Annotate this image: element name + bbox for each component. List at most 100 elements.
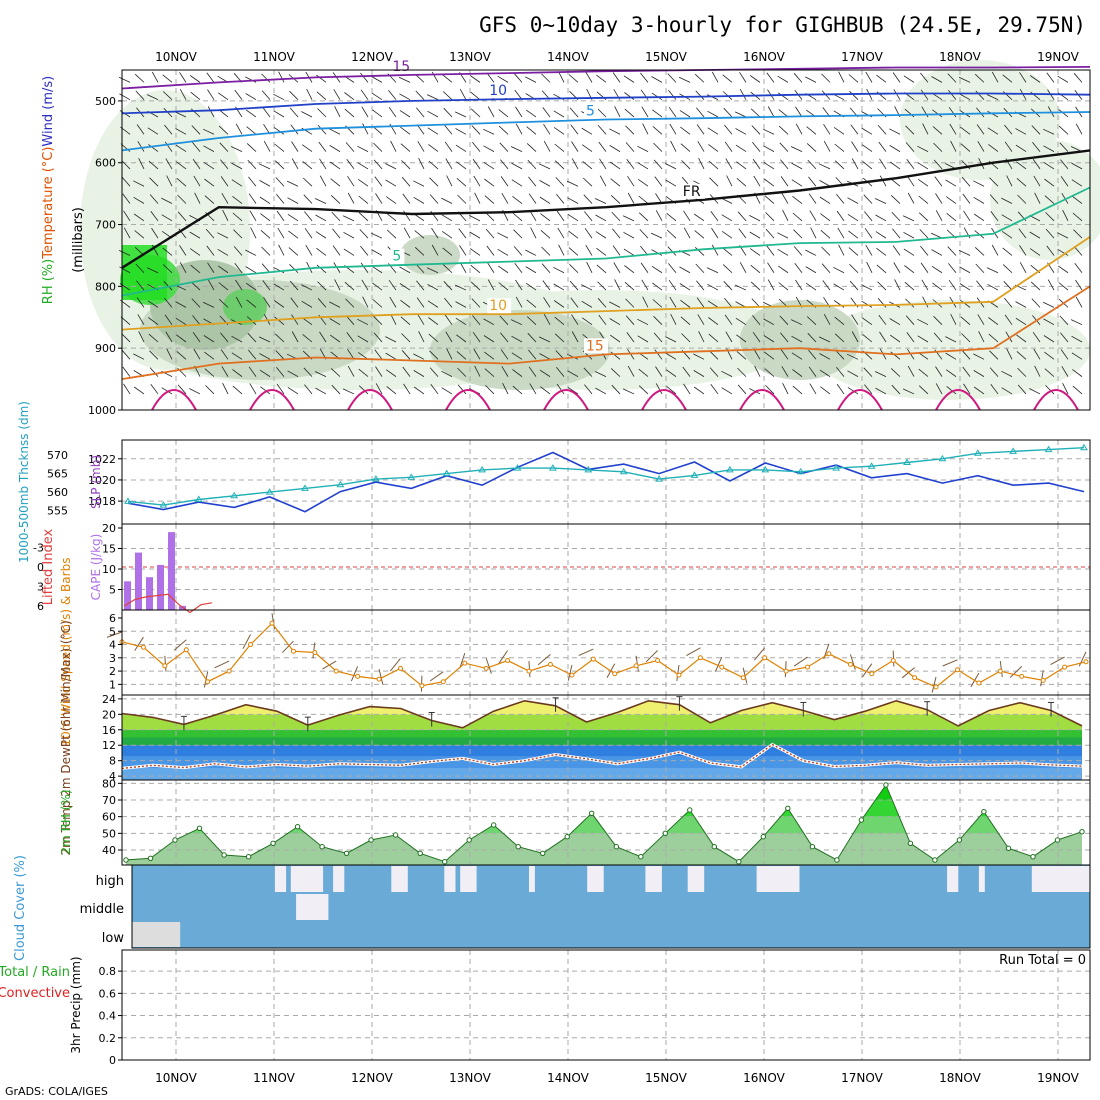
wind-barb-1025 xyxy=(864,384,873,395)
wind-barb-94 xyxy=(177,384,187,395)
wind-barb-260 xyxy=(301,300,313,308)
wind-barb-319 xyxy=(346,332,355,343)
wind10m-point-31 xyxy=(783,668,789,674)
wind-barb-768 xyxy=(683,210,691,222)
wind-barb-711 xyxy=(638,212,649,222)
wind-barb-252 xyxy=(302,161,313,170)
wind-barb-1200 xyxy=(1004,124,1013,135)
wind10m-point-23 xyxy=(612,671,618,677)
wind-barb-297 xyxy=(334,279,341,291)
wind-barb-1292 xyxy=(1073,73,1083,83)
surface-barb-38 xyxy=(931,676,937,693)
wind-barb-200 xyxy=(261,246,271,256)
surface-barb-39 xyxy=(942,659,958,667)
wind-barb-362 xyxy=(388,90,397,100)
wind-barb-1131 xyxy=(947,246,957,256)
wind-barb-274 xyxy=(315,214,327,222)
wind-barb-1035 xyxy=(875,231,887,239)
wind-barb-706 xyxy=(642,123,649,135)
wind10m-point-38 xyxy=(933,684,939,690)
cloud-low-6 xyxy=(163,922,170,947)
wind-barb-981 xyxy=(833,283,845,291)
wind-barb-613 xyxy=(571,158,579,170)
wind-barb-1100 xyxy=(918,368,929,377)
wind-barb-509 xyxy=(483,335,495,343)
wind-barb-265 xyxy=(304,384,313,395)
wind-barb-703 xyxy=(640,72,649,83)
wind-barb-238 xyxy=(288,247,299,256)
wind-barb-475 xyxy=(469,75,481,83)
wind-barb-606 xyxy=(556,367,565,377)
cape-bar-0 xyxy=(124,581,131,610)
rh2m-point-3 xyxy=(196,825,203,831)
wind-barb-1150 xyxy=(958,250,971,256)
wind-barb-346 xyxy=(373,142,383,152)
wind-barb-790 xyxy=(695,263,705,274)
wind-barb-1063 xyxy=(891,384,901,395)
cloud-high-31 xyxy=(296,866,302,892)
wind-barb-1091 xyxy=(918,212,929,222)
lifted-index-ylabel: Lifted Index xyxy=(41,528,56,605)
thickness-marker-27 xyxy=(1080,443,1088,451)
wind-barb-71 xyxy=(164,314,173,325)
wind-barb-811 xyxy=(707,300,719,308)
isotherm-0 xyxy=(121,66,1091,90)
slp-axis-tick-label-2: 1022 xyxy=(88,453,116,466)
thickness-marker-17 xyxy=(726,465,734,473)
wind-barb-438 xyxy=(442,91,453,100)
wind-barb-546 xyxy=(510,319,523,326)
wind-barb-525 xyxy=(498,282,509,291)
cloud-high-63 xyxy=(465,866,472,892)
wind-barb-959 xyxy=(820,229,831,239)
cloud-high-34 xyxy=(312,866,318,892)
wind-barb-1207 xyxy=(1002,247,1013,256)
wind-barb-270 xyxy=(318,141,327,152)
wind-barb-1084 xyxy=(920,89,929,100)
wind-barb-688 xyxy=(625,142,635,152)
wind-barb-450 xyxy=(444,297,453,308)
wind-barb-797 xyxy=(693,386,705,395)
wind-barb-919 xyxy=(792,195,803,204)
wind-barb-707 xyxy=(637,145,649,152)
wind-barb-11 xyxy=(119,266,131,274)
wind-barb-449 xyxy=(443,281,453,291)
wind-barb-1137 xyxy=(945,352,957,360)
wind-barb-840 xyxy=(735,144,747,152)
wind-barb-917 xyxy=(791,162,803,170)
isotherm-label-bg-3 xyxy=(680,183,705,199)
wind10m-point-12 xyxy=(376,676,382,682)
surface-barb-13 xyxy=(390,658,401,672)
wind-barb-249 xyxy=(301,111,313,118)
wind-barb-535 xyxy=(515,123,523,135)
wind-barb-365 xyxy=(390,140,397,152)
wind-barb-394 xyxy=(400,316,411,325)
wind-barb-715 xyxy=(641,279,649,291)
wind-barb-68 xyxy=(162,264,173,274)
wind-barb-551 xyxy=(525,76,537,83)
wind-barb-1071 xyxy=(907,192,915,204)
cape-axis-tick-label-3: 20 xyxy=(102,522,116,535)
wind-barb-1302 xyxy=(1073,246,1083,256)
wind-barb-503 xyxy=(485,228,495,239)
day-label-bottom-9: 19NOV xyxy=(1037,1071,1079,1085)
wind-barb-574 xyxy=(543,140,551,152)
wind-barb-398 xyxy=(403,383,411,395)
wind-barb-854 xyxy=(737,384,747,395)
wind10m-point-13 xyxy=(398,665,403,671)
wind-barb-115 xyxy=(207,89,215,100)
wind-barb-728 xyxy=(654,176,663,187)
wind-barb-54 xyxy=(149,350,159,360)
wind-barb-272 xyxy=(319,175,327,187)
precip-convective-label: Convective xyxy=(0,986,70,1001)
cloud-high-105 xyxy=(687,866,694,892)
rh2m-axis-tick-label-4: 80 xyxy=(102,777,116,790)
isotherm-label-6: 15 xyxy=(586,338,604,354)
wind-barb-432 xyxy=(428,317,439,326)
wind-barb-403 xyxy=(417,141,425,152)
wind-barb-1153 xyxy=(960,299,971,308)
wind-barb-1097 xyxy=(917,318,929,326)
wind-barb-25 xyxy=(133,180,145,187)
wind-barb-241 xyxy=(290,297,299,308)
wind-barb-985 xyxy=(835,350,845,360)
wind-barb-822 xyxy=(725,158,733,170)
